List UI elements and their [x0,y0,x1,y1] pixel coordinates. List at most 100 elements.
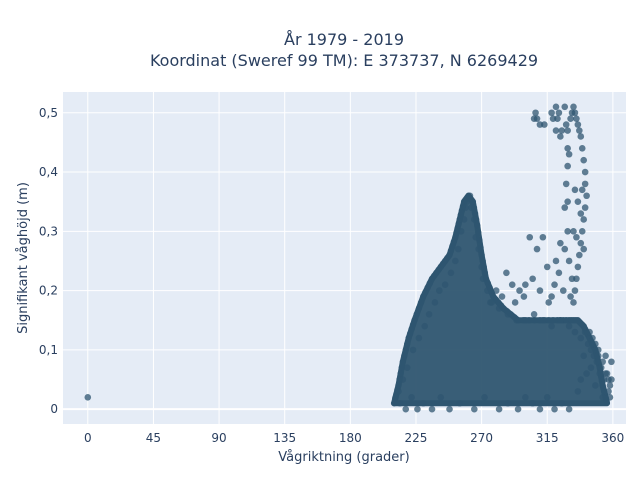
data-point [564,198,571,205]
data-point [606,382,614,389]
data-point [593,358,601,366]
data-point [603,398,610,405]
data-point [468,204,475,211]
data-point [471,216,478,223]
data-point [466,192,474,200]
data-point [548,293,555,300]
data-point [571,287,579,294]
data-point [549,317,557,324]
data-point [552,257,560,265]
data-point [571,186,579,194]
y-tick-label: 0 [50,402,58,416]
data-point [504,399,512,407]
data-point [504,311,512,318]
x-tick-label: 225 [405,431,428,445]
data-point [529,275,536,283]
x-tick-label: 90 [211,431,226,445]
data-point [411,317,418,324]
data-point [526,233,534,241]
data-point [548,322,555,330]
data-point [399,376,407,383]
data-point [564,145,571,152]
data-point [545,299,552,306]
x-tick-label: 315 [536,431,559,445]
data-point [543,263,551,271]
data-point [594,352,602,360]
data-point [583,370,590,377]
data-point [415,305,423,312]
data-point [478,251,485,259]
data-point [481,394,488,401]
data-point [456,399,464,407]
x-tick-label: 0 [84,431,92,445]
data-point [557,133,564,140]
data-point [395,382,402,389]
data-point [589,334,596,342]
data-point [581,180,589,188]
data-point [492,287,500,294]
data-point [592,382,599,389]
data-point [574,263,582,271]
chart-title-line-1: År 1979 - 2019 [284,30,404,49]
data-point [564,162,571,170]
data-point [592,340,599,348]
data-point [513,316,520,324]
x-tick-label: 45 [146,431,161,445]
data-point [414,405,421,413]
data-point [529,399,536,407]
data-point [446,405,453,413]
x-tick-label: 180 [339,431,362,445]
data-point [554,115,561,122]
data-point [561,103,569,111]
data-point [531,317,538,324]
data-point [471,210,479,217]
data-point [552,127,560,134]
data-point [404,340,411,348]
data-point [599,394,606,401]
data-point [587,364,595,371]
dense-point-cloud [390,192,611,407]
data-point [565,322,573,330]
data-point [564,127,571,134]
x-tick-label: 360 [601,431,624,445]
data-point [392,394,399,401]
data-point [561,245,569,253]
y-tick-label: 0,3 [39,224,58,238]
data-point [587,346,595,354]
data-point [548,109,555,117]
data-point [428,405,436,413]
data-point [479,275,487,283]
data-point [564,228,571,235]
data-point [570,299,577,306]
data-point [539,233,547,241]
data-point [565,257,573,265]
data-point [421,322,429,330]
data-point [522,281,529,288]
data-point [419,399,427,407]
data-point [425,311,433,318]
y-tick-label: 0,4 [39,165,58,179]
data-point [568,275,576,283]
data-point [578,228,586,235]
data-point [606,394,614,401]
data-point [543,394,551,401]
data-point [474,222,481,229]
y-axis-ticks: 0 0,1 0,2 0,3 0,4 0,5 [39,106,58,416]
data-point [514,405,522,413]
data-point [399,358,407,365]
data-point [581,168,589,176]
data-point [570,103,577,111]
data-point [557,316,564,324]
data-point [605,388,612,395]
data-point [522,394,529,401]
data-point [599,358,606,366]
data-point [573,233,580,241]
data-point [565,150,573,158]
data-point [530,311,538,318]
data-point [495,405,503,413]
data-point [431,299,439,306]
data-point [403,364,411,371]
data-point [574,388,582,395]
data-point [478,263,485,271]
